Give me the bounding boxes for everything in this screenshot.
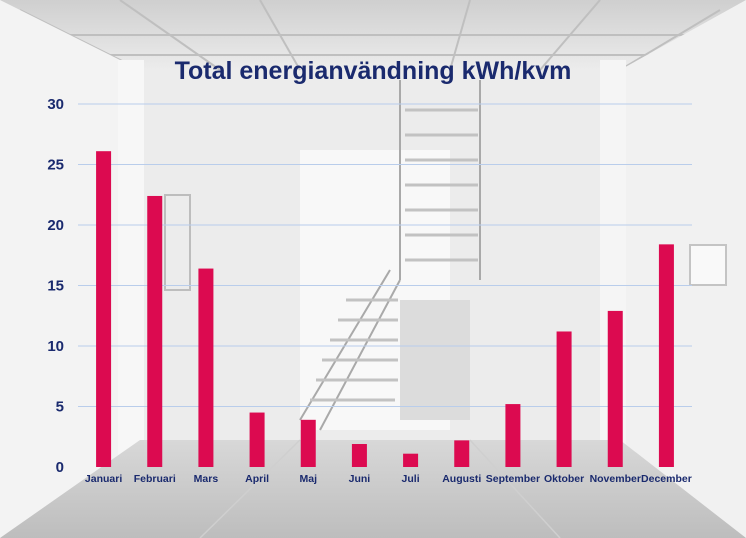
y-axis-ticks: 0 5 10 15 20 25 30 — [47, 96, 64, 476]
bars — [96, 151, 674, 467]
x-tick-label: December — [641, 473, 692, 485]
bar-november — [607, 310, 623, 467]
x-tick-label: Februari — [134, 473, 176, 485]
x-tick-label: Juli — [402, 473, 420, 485]
x-tick-label: September — [486, 473, 540, 485]
bar-oktober — [556, 331, 572, 467]
y-tick-label: 5 — [56, 399, 64, 416]
x-tick-label: Januari — [85, 473, 122, 485]
x-tick-label: Maj — [299, 473, 317, 485]
bar-januari — [96, 151, 112, 467]
y-tick-label: 10 — [47, 338, 64, 355]
y-tick-label: 30 — [47, 96, 64, 113]
bar-december — [658, 244, 674, 467]
gridlines — [78, 103, 692, 407]
x-tick-label: April — [245, 473, 269, 485]
bar-september — [505, 404, 521, 467]
bar-juni — [351, 444, 367, 467]
x-tick-label: Juni — [349, 473, 371, 485]
x-tick-label: Augusti — [442, 473, 481, 485]
bar-maj — [300, 419, 316, 467]
y-tick-label: 15 — [47, 278, 64, 295]
bar-augusti — [454, 440, 470, 467]
x-tick-label: Mars — [194, 473, 219, 485]
y-tick-label: 25 — [47, 157, 64, 174]
bar-mars — [198, 268, 214, 467]
x-axis-ticks: Januari Februari Mars April Maj Juni Juli Augus… — [85, 473, 692, 485]
x-tick-label: Oktober — [544, 473, 584, 485]
y-tick-label: 20 — [47, 217, 64, 234]
chart-title: Total energianvändning kWh/kvm — [175, 57, 572, 85]
bar-februari — [147, 195, 163, 467]
y-tick-label: 0 — [56, 459, 64, 476]
bar-april — [249, 412, 265, 467]
x-tick-label: November — [590, 473, 641, 485]
bar-juli — [403, 453, 419, 467]
